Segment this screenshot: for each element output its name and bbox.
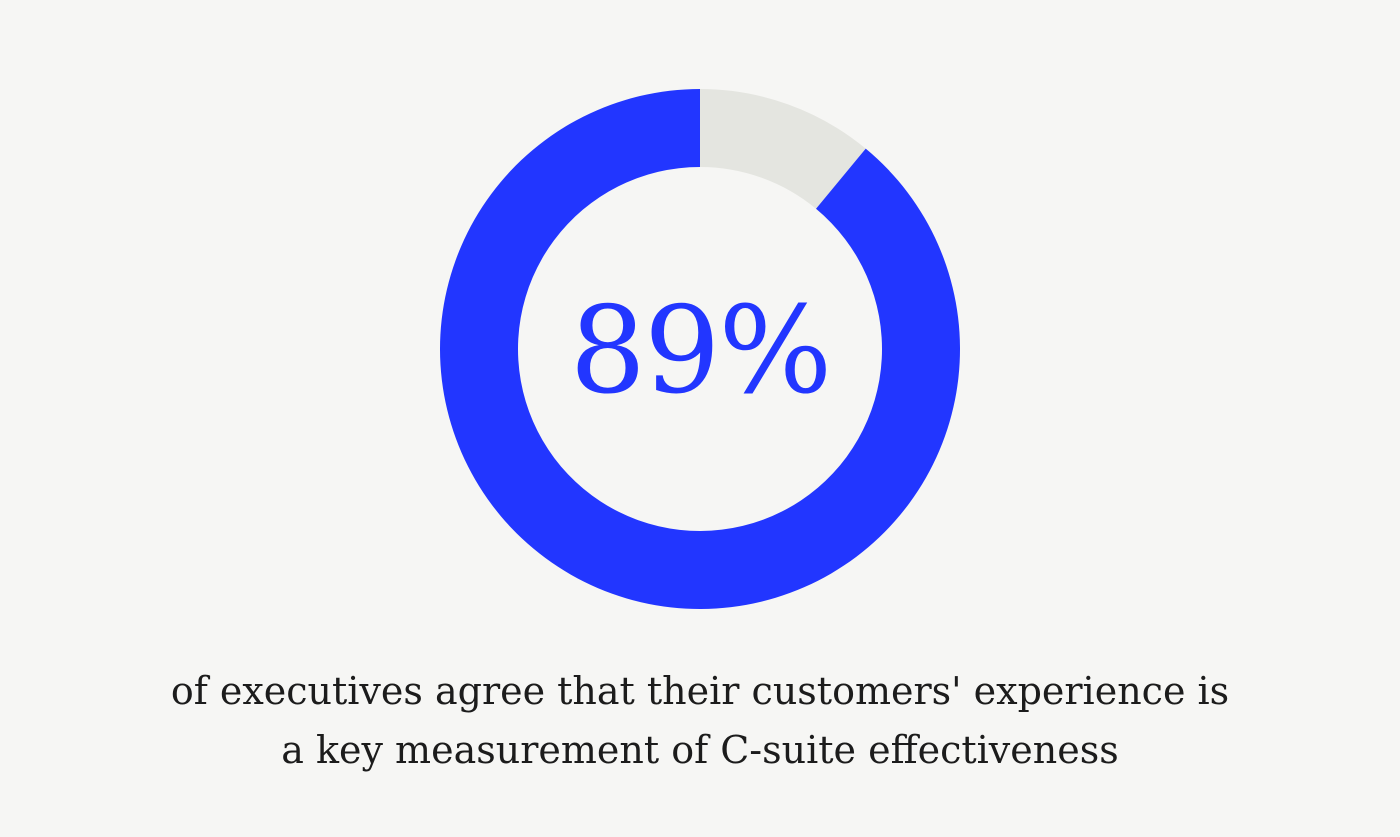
center-percentage-label: 89%	[569, 282, 833, 421]
donut-slice-remainder	[700, 89, 866, 209]
donut-chart-svg	[440, 89, 960, 609]
donut-slice-value	[440, 89, 960, 609]
caption-line-2: a key measurement of C-suite effectivene…	[281, 728, 1119, 772]
donut-chart: 89%	[440, 89, 960, 609]
caption: of executives agree that their customers…	[100, 662, 1300, 780]
caption-line-1: of executives agree that their customers…	[170, 669, 1230, 713]
